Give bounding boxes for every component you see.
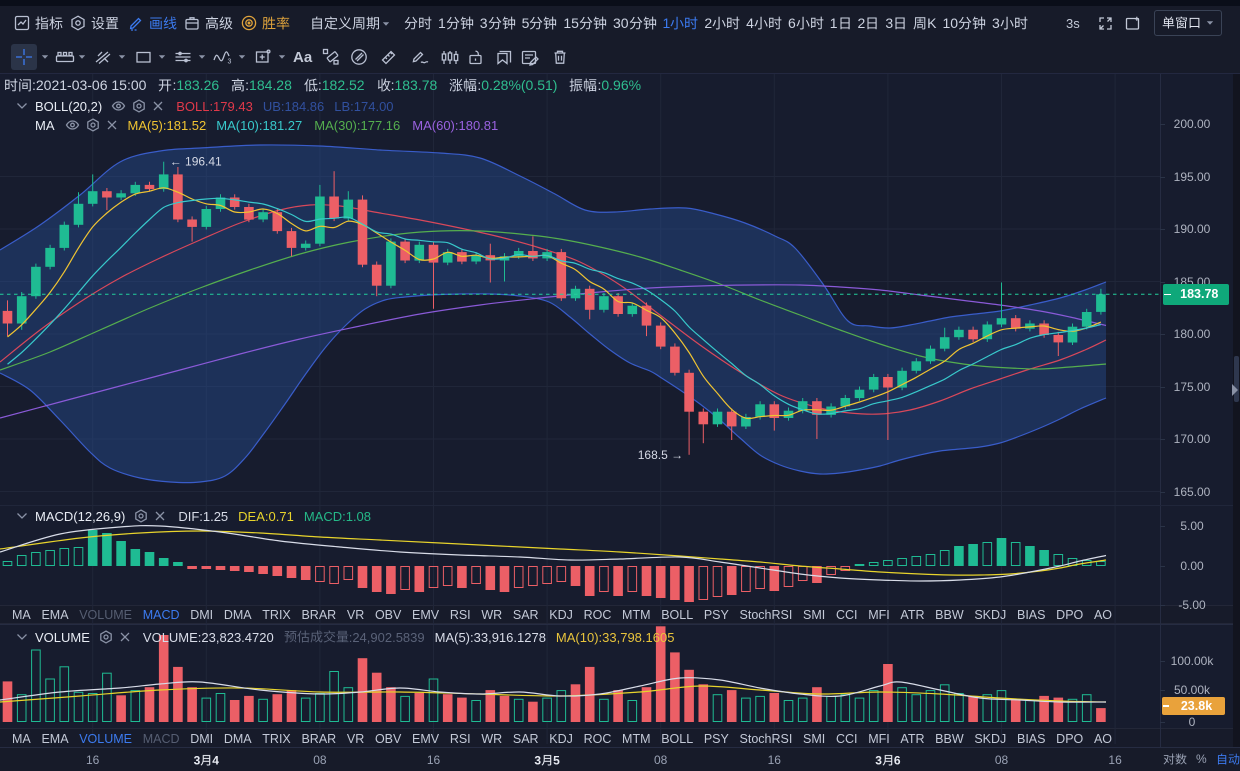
svg-text:168.5 →: 168.5 → — [638, 448, 683, 462]
svg-text:3: 3 — [228, 59, 232, 66]
svg-text:← 196.41: ← 196.41 — [170, 155, 222, 169]
